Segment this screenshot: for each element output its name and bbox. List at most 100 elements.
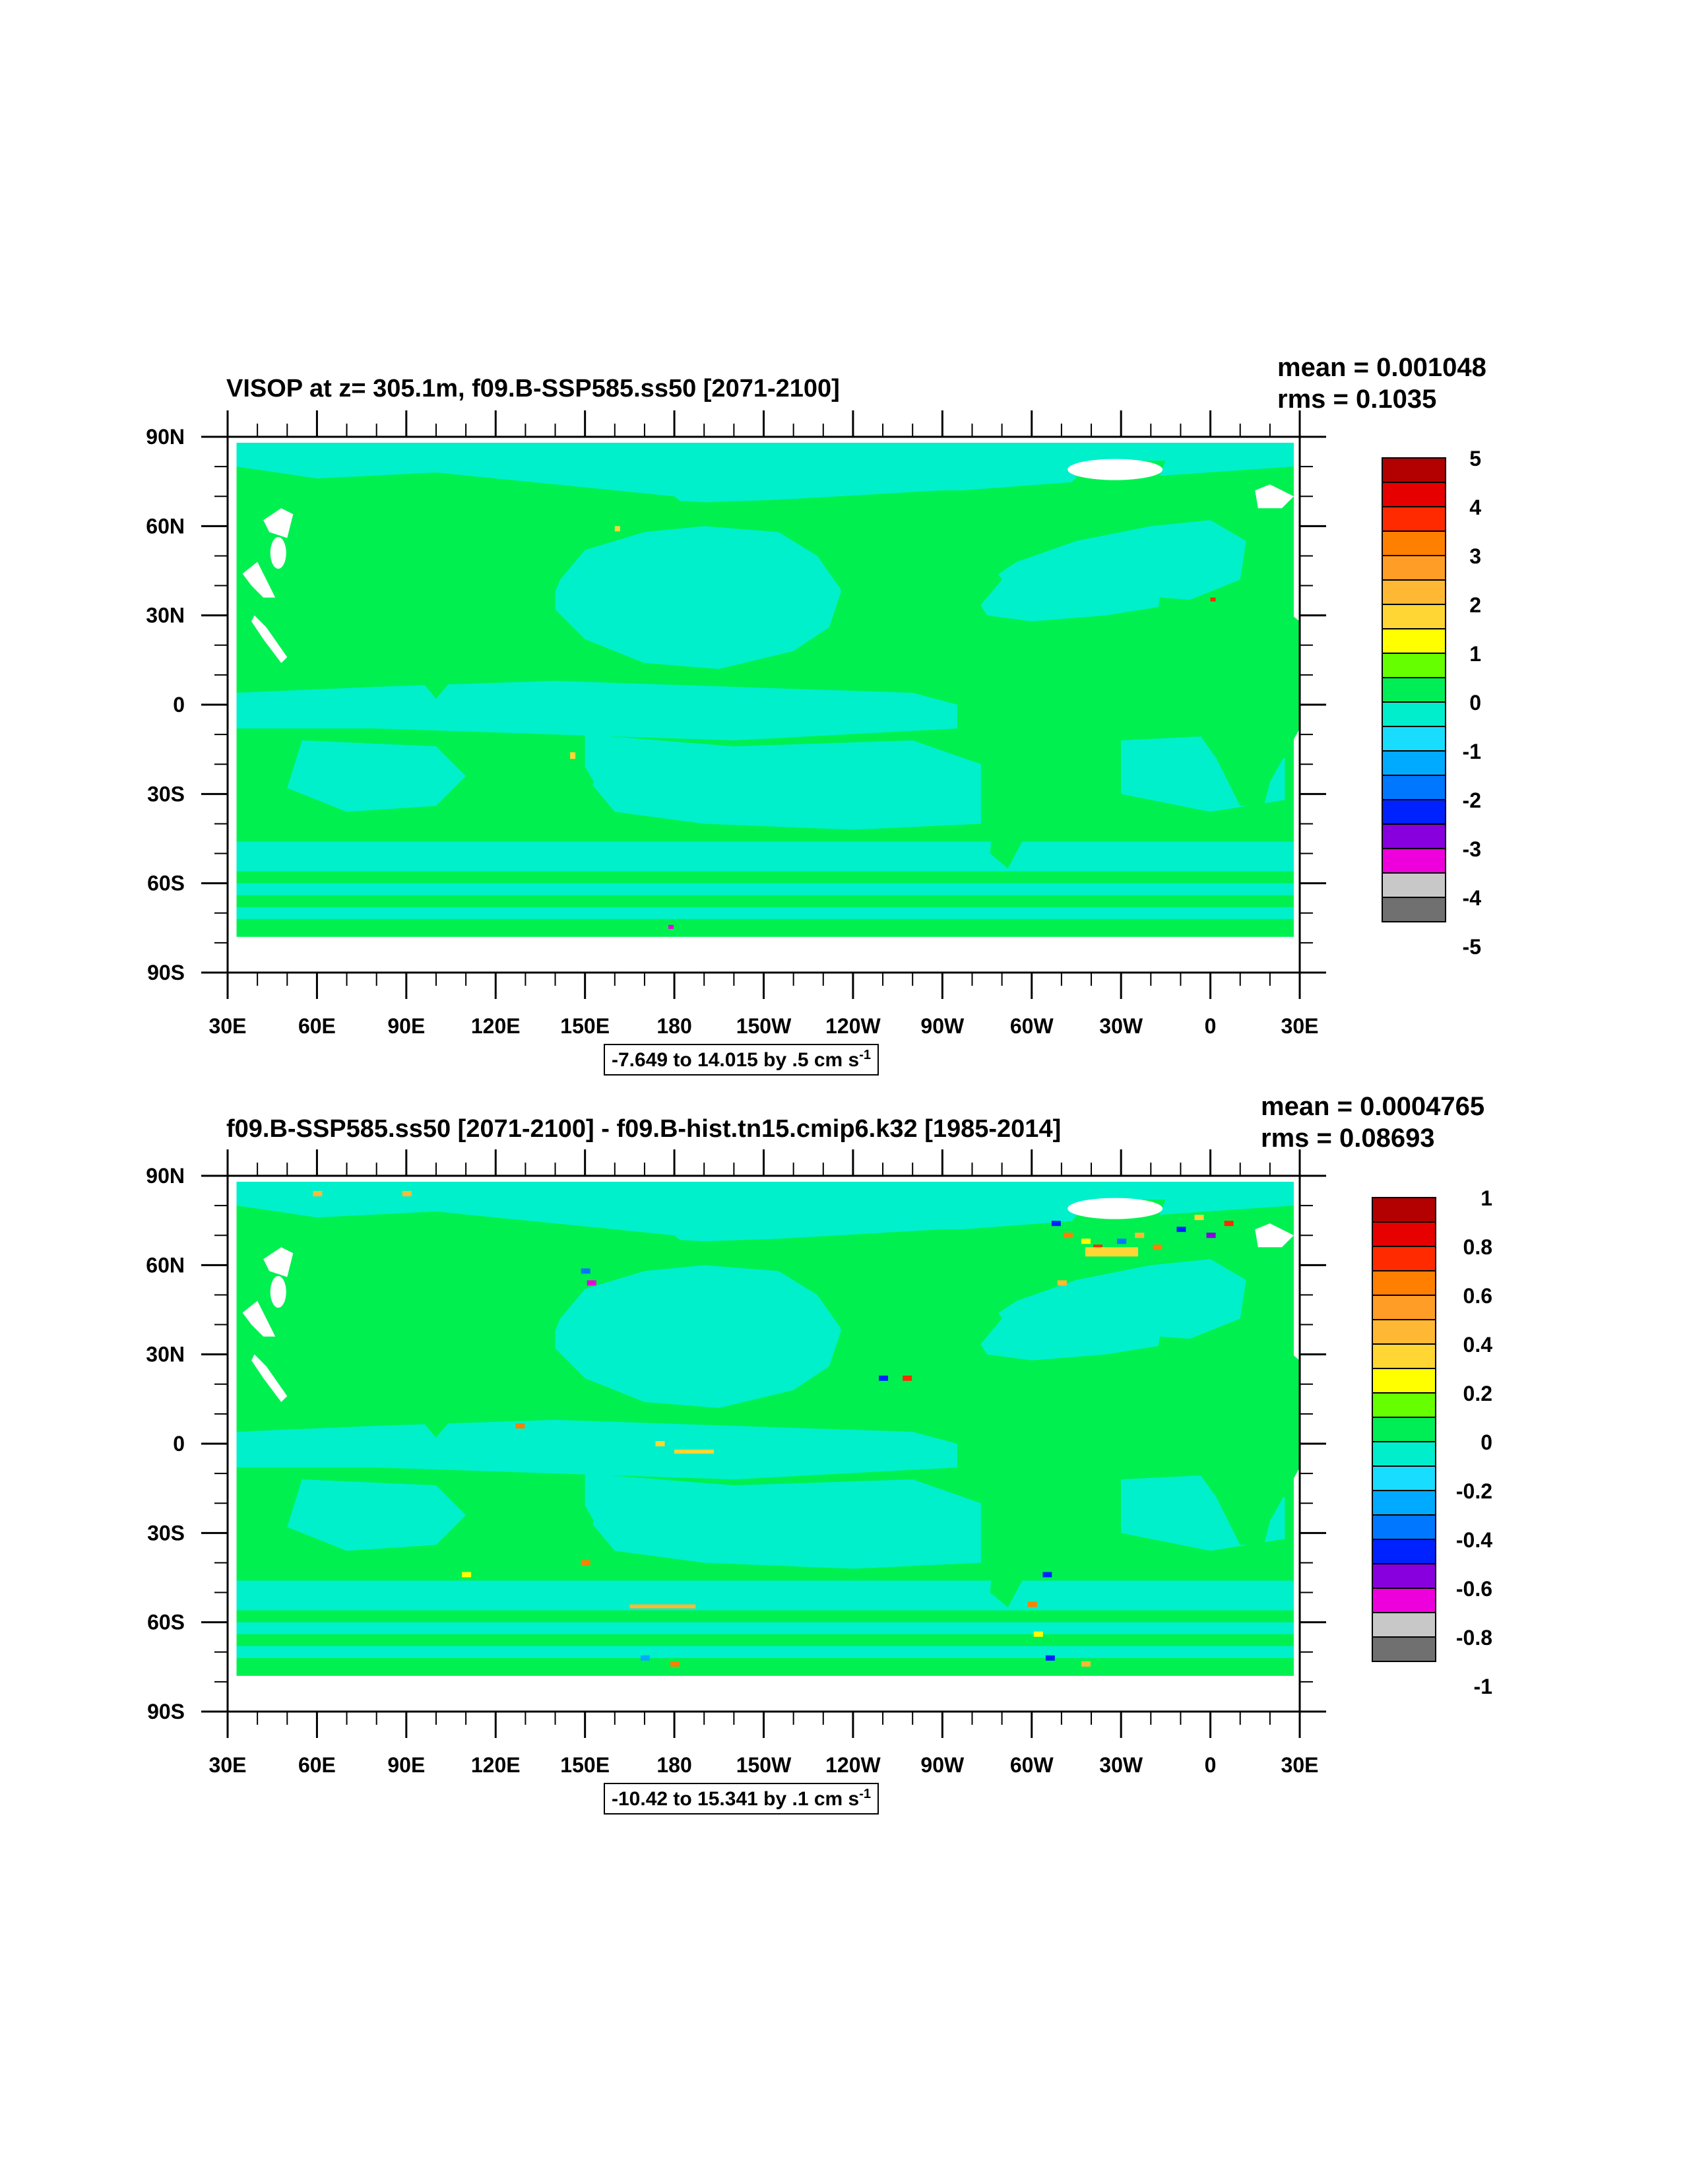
southern-band-1 [236, 1580, 1294, 1611]
anomaly-speck [670, 1661, 680, 1667]
speck [614, 526, 620, 532]
north-pacific-band [555, 1265, 841, 1408]
colorbar-2-label: -0.2 [1456, 1479, 1492, 1503]
lon-label: 30E [1281, 1753, 1319, 1777]
anomaly-speck [313, 1191, 323, 1197]
colorbar-1-box [1382, 848, 1446, 874]
eurasia-land [242, 1211, 689, 1438]
lon-label: 60W [1010, 1753, 1054, 1777]
anomaly-speck [879, 1375, 889, 1381]
colorbars: 5 4 3 2 1 0 -1 -2 -3 -4 -5 1 0.8 0.6 0.4 0.2 0 -0.2 -0.4 -0… [1372, 447, 1492, 1698]
lat-label: 60N [146, 514, 185, 538]
colorbar-1-label: 2 [1469, 593, 1481, 617]
lon-label: 90E [387, 1014, 425, 1038]
lon-label: 120E [471, 1753, 521, 1777]
colorbar-1-box [1382, 482, 1446, 507]
anomaly-speck [903, 1375, 912, 1381]
colorbar-1-box [1382, 775, 1446, 800]
australia-land [478, 1479, 594, 1557]
colorbar-2-box [1372, 1612, 1436, 1638]
anomaly-speck [1027, 1601, 1037, 1607]
north-pacific-band [555, 526, 841, 669]
lon-label: 150E [560, 1014, 610, 1038]
colorbar-1-box [1382, 555, 1446, 581]
colorbar-2-label: -0.8 [1456, 1626, 1492, 1650]
colorbar-2-label: 1 [1481, 1186, 1492, 1210]
colorbar-2-box [1372, 1319, 1436, 1345]
lat-label: 30S [147, 1521, 185, 1545]
white-arctic-patch [1068, 459, 1163, 480]
anomaly-speck [1063, 1233, 1073, 1238]
colorbar-2-label: 0.6 [1463, 1284, 1492, 1308]
colorbar-2-box [1372, 1465, 1436, 1491]
anomaly-speck [1176, 1227, 1186, 1233]
anomaly-band-north-atlantic [1085, 1247, 1138, 1257]
australia-land [478, 740, 594, 818]
colorbar-1-box [1382, 872, 1446, 898]
colorbar-1-box [1382, 701, 1446, 727]
lat-label: 60S [147, 1611, 185, 1634]
anomaly-speck [1045, 1655, 1055, 1661]
anomaly-speck [640, 1655, 650, 1661]
colorbar-2-box [1372, 1563, 1436, 1589]
colorbar-1-box [1382, 726, 1446, 752]
colorbar-2-box [1372, 1246, 1436, 1271]
colorbar-1-label: 4 [1469, 496, 1481, 519]
eurasia-land [242, 472, 689, 699]
white-caspian [263, 1247, 294, 1277]
colorbar-1-box [1382, 604, 1446, 629]
colorbar-1-box [1382, 579, 1446, 605]
colorbar-1-box [1382, 506, 1446, 532]
panel-2-contour-info: -10.42 to 15.341 by .1 cm s-1 [604, 1783, 879, 1815]
colorbar-2-label: 0.8 [1463, 1235, 1492, 1259]
lon-label: 150W [736, 1753, 792, 1777]
white-norway-patch [1255, 484, 1294, 509]
colorbar-2-box [1372, 1514, 1436, 1540]
lon-label: 180 [656, 1014, 691, 1038]
southern-band-1 [236, 841, 1294, 872]
lat-label: 30N [146, 1343, 185, 1366]
colorbar-2-label: -1 [1474, 1675, 1492, 1698]
lon-label: 0 [1205, 1753, 1217, 1777]
north-atlantic-band [972, 520, 1246, 622]
colorbar-1-box [1382, 677, 1446, 703]
white-norway-patch [1255, 1223, 1294, 1248]
lon-label: 120E [471, 1014, 521, 1038]
north-america-land [734, 1229, 1032, 1420]
lat-label: 90N [146, 425, 185, 449]
lon-label: 60W [1010, 1014, 1054, 1038]
colorbar-1-label: -3 [1463, 837, 1481, 861]
colorbar-2-box [1372, 1368, 1436, 1394]
colorbar-1-label: -4 [1463, 886, 1482, 910]
lon-label: 30E [209, 1014, 247, 1038]
panel-2-contour-info-sup: -1 [859, 1787, 872, 1801]
colorbar-1-label: -2 [1463, 788, 1481, 812]
speck [668, 924, 674, 929]
anomaly-speck [1194, 1215, 1204, 1221]
colorbar-2-label: -0.4 [1456, 1528, 1492, 1552]
white-sea-1 [270, 536, 286, 569]
panel-2-rms: rms = 0.08693 [1261, 1124, 1435, 1153]
anomaly-band-south [629, 1604, 696, 1609]
panel-2-mean: mean = 0.0004765 [1261, 1092, 1485, 1121]
north-atlantic-band [972, 1259, 1246, 1361]
colorbar-1-box [1382, 750, 1446, 776]
indian-ocean-band [287, 740, 466, 812]
colorbar-2-box [1372, 1221, 1436, 1247]
colorbar-2-box [1372, 1490, 1436, 1516]
lat-label: 60N [146, 1253, 185, 1277]
panel-2-map [228, 1176, 1300, 1712]
lat-label: 30N [146, 604, 185, 627]
lon-label: 60E [298, 1014, 336, 1038]
colorbar-1-label: 1 [1469, 642, 1481, 666]
south-america-land [966, 1413, 1098, 1608]
colorbar-1-box [1382, 897, 1446, 922]
lon-label: 30W [1099, 1753, 1143, 1777]
anomaly-speck [1206, 1233, 1216, 1238]
anomaly-band-equator [674, 1450, 715, 1454]
lon-label: 120W [825, 1014, 881, 1038]
white-black-sea [242, 562, 276, 598]
lat-label: 90N [146, 1164, 185, 1188]
colorbar-1-label: 5 [1469, 447, 1481, 470]
colorbar-2-box [1372, 1295, 1436, 1320]
